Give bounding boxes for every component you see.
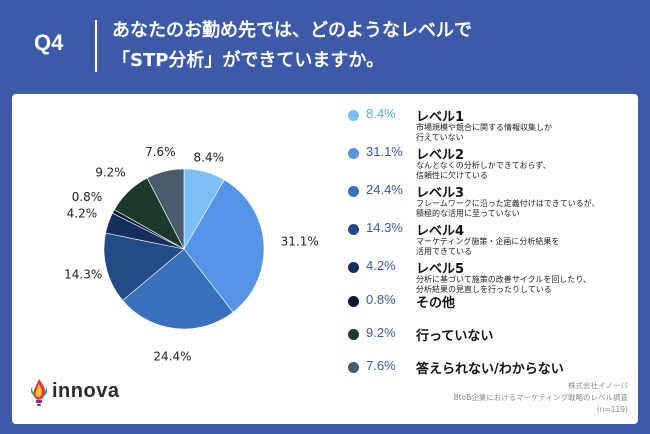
legend-percent: 4.2% bbox=[366, 258, 396, 273]
legend-name: レベル2 bbox=[416, 148, 465, 163]
source-survey: BtoB企業におけるマーケティング戦略のレベル調査 bbox=[453, 393, 628, 402]
legend-swatch bbox=[348, 296, 359, 307]
legend-percent: 8.4% bbox=[366, 106, 396, 121]
pie-label-1: 8.4% bbox=[194, 150, 225, 164]
legend-swatch bbox=[348, 329, 359, 340]
pie-label-2: 31.1% bbox=[281, 234, 319, 248]
legend-percent: 9.2% bbox=[366, 325, 396, 340]
legend-description-line: なんとなくの分析しかできておらず、 bbox=[416, 161, 551, 170]
legend-name: 答えられない/わからない bbox=[416, 362, 564, 377]
legend-description: 分析に基づいて施策の改善サイクルを回したり、 分析結果の見直しを行ったりしている bbox=[416, 275, 591, 295]
legend-description: フレームワークに沿った定義付けはできているが、 積極的な活用に至っていない bbox=[416, 199, 600, 219]
pie-label-3: 24.4% bbox=[153, 349, 191, 363]
legend-swatch bbox=[348, 148, 359, 159]
legend-name: 行っていない bbox=[416, 329, 494, 344]
pie-label-7: 9.2% bbox=[95, 166, 126, 180]
legend-name: レベル3 bbox=[416, 186, 465, 201]
legend-description-line: 積極的な活用に至っていない bbox=[416, 209, 520, 218]
legend-description-line: 市場規模や競合に関する情報収集しか bbox=[416, 123, 552, 132]
legend-swatch bbox=[348, 224, 359, 235]
legend-description-line: 信頼性に欠けている bbox=[416, 171, 488, 180]
chart-card: 8.4% 31.1% 24.4% 14.3% 4.2% 0.8% 9.2% 7.6% 8.4%… bbox=[12, 94, 638, 424]
pie-slice-8 bbox=[146, 168, 185, 250]
legend-percent: 7.6% bbox=[366, 358, 396, 373]
legend-swatch bbox=[348, 110, 359, 121]
source-sample-size: (n=119) bbox=[596, 405, 628, 414]
flame-logo-icon bbox=[30, 379, 48, 406]
source-company: 株式会社イノーバ bbox=[568, 381, 628, 390]
source-note: 株式会社イノーバ BtoB企業におけるマーケティング戦略のレベル調査 (n=11… bbox=[388, 380, 628, 416]
pie-label-6: 0.8% bbox=[72, 190, 103, 204]
pie-label-8: 7.6% bbox=[145, 145, 176, 159]
legend-percent: 14.3% bbox=[366, 220, 403, 235]
legend-description: マーケティング施策・企画に分析結果を 活用できている bbox=[416, 237, 559, 257]
question-title-line1: あなたのお勤め先では、どのようなレベルで bbox=[112, 20, 472, 41]
question-title: あなたのお勤め先では、どのようなレベルで 「STP分析」ができていますか。 bbox=[112, 16, 472, 76]
legend-percent: 0.8% bbox=[366, 292, 396, 307]
legend-description: 市場規模や競合に関する情報収集しか 行えていない bbox=[416, 123, 552, 143]
legend-swatch bbox=[348, 262, 359, 273]
legend-description-line: 活用できている bbox=[416, 247, 472, 256]
innova-logo: innova bbox=[28, 376, 138, 410]
question-title-line2: 「STP分析」ができていますか。 bbox=[112, 50, 385, 71]
legend-description-line: 分析に基づいて施策の改善サイクルを回したり、 bbox=[416, 275, 592, 284]
pie-chart: 8.4% 31.1% 24.4% 14.3% 4.2% 0.8% 9.2% 7.6% bbox=[64, 145, 319, 364]
legend-description-line: 分析結果の見直しを行ったりしている bbox=[416, 285, 552, 294]
header-divider bbox=[95, 20, 97, 72]
legend-description: なんとなくの分析しかできておらず、 信頼性に欠けている bbox=[416, 161, 551, 181]
header: Q4 あなたのお勤め先では、どのようなレベルで 「STP分析」ができていますか。 bbox=[0, 0, 650, 92]
legend-name: レベル4 bbox=[416, 224, 465, 239]
legend-description-line: マーケティング施策・企画に分析結果を bbox=[416, 237, 560, 246]
legend-percent: 31.1% bbox=[366, 144, 403, 159]
pie-label-5: 4.2% bbox=[67, 207, 98, 221]
pie-slice-2 bbox=[183, 179, 265, 313]
legend-name: レベル1 bbox=[416, 110, 465, 125]
pie-slice-3 bbox=[122, 248, 234, 330]
pie-slice-4 bbox=[103, 232, 185, 301]
legend-name: レベル5 bbox=[416, 262, 465, 277]
legend-swatch bbox=[348, 186, 359, 197]
legend-description-line: フレームワークに沿った定義付けはできているが、 bbox=[416, 199, 600, 208]
legend-percent: 24.4% bbox=[366, 182, 403, 197]
legend-description-line: 行えていない bbox=[416, 133, 464, 142]
legend-swatch bbox=[348, 362, 359, 373]
logo-text: innova bbox=[52, 380, 120, 402]
pie-label-4: 14.3% bbox=[64, 268, 102, 282]
question-number: Q4 bbox=[34, 30, 64, 55]
legend-name: その他 bbox=[416, 296, 456, 311]
